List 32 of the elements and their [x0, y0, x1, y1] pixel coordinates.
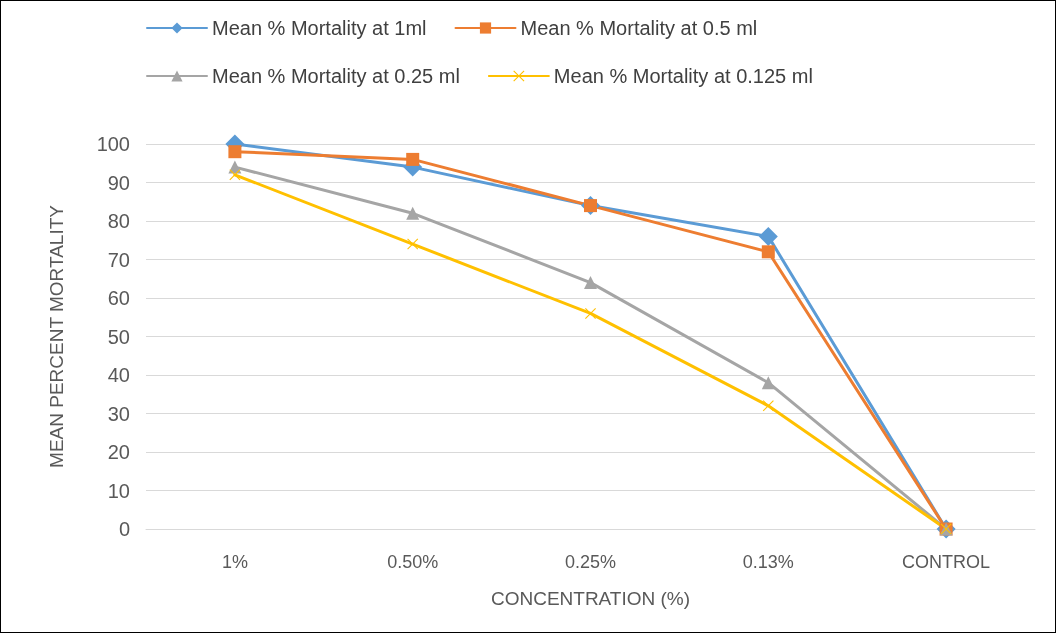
y-tick-label: 70: [107, 248, 130, 271]
point: [229, 169, 241, 181]
legend-label: Mean % Mortality at 1ml: [212, 17, 427, 39]
point: [407, 238, 419, 250]
y-tick-label: 10: [107, 479, 130, 502]
x-tick-label: 0.13%: [742, 552, 794, 572]
point: [761, 245, 775, 259]
x-axis-title: CONCENTRATION (%): [490, 588, 691, 609]
legend-label: Mean % Mortality at 0.25 ml: [212, 65, 460, 87]
point: [761, 376, 775, 390]
y-tick-label: 20: [107, 441, 130, 463]
y-tick-label: 100: [96, 133, 130, 155]
point: [228, 145, 242, 159]
y-tick-label: 50: [107, 325, 130, 348]
point: [406, 206, 420, 220]
point: [584, 276, 597, 290]
point: [406, 152, 420, 166]
y-tick-label: 40: [107, 364, 130, 386]
y-axis-title: MEAN PERCENT MORTALITY: [46, 204, 67, 468]
y-tick-label: 30: [107, 402, 130, 425]
x-tick-label: CONTROL: [902, 552, 991, 572]
x-tick-label: 1%: [221, 552, 248, 572]
y-tick-label: 0: [118, 518, 130, 540]
point: [762, 400, 774, 412]
x-tick-label: 0.25%: [564, 552, 617, 572]
y-tick-label: 90: [107, 171, 130, 194]
y-tick-label: 60: [107, 287, 130, 309]
legend-label: Mean % Mortality at 0.5 ml: [520, 17, 758, 39]
x-tick-label: 0.50%: [387, 552, 439, 572]
y-tick-label: 80: [107, 210, 130, 232]
point: [758, 226, 778, 246]
legend-label: Mean % Mortality at 0.125 ml: [553, 65, 813, 87]
